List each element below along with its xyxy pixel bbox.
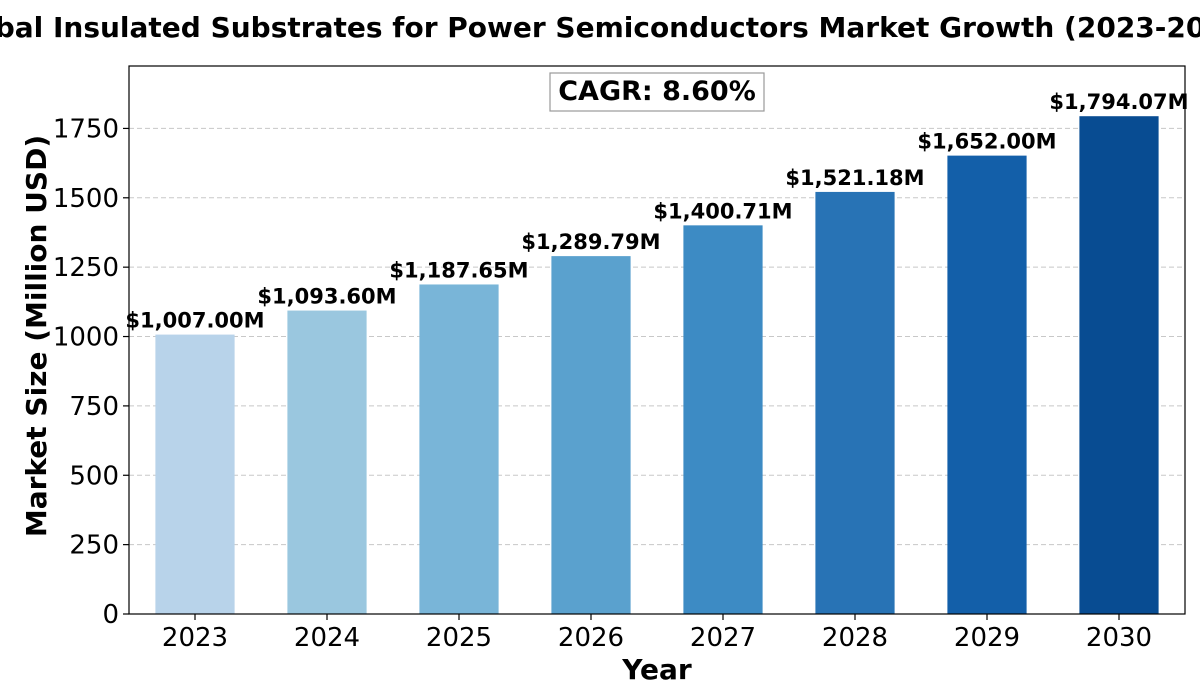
- chart-title: Global Insulated Substrates for Power Se…: [0, 11, 1200, 44]
- x-tick-label-2025: 2025: [426, 623, 492, 653]
- x-tick-label-2027: 2027: [690, 623, 756, 653]
- y-axis-label: Market Size (Million USD): [20, 135, 53, 537]
- y-tick-label: 500: [69, 461, 119, 491]
- y-axis-ticks: 0 250 500 750 1000 1250 1500 1750: [53, 114, 129, 630]
- data-labels: $1,007.00M$1,093.60M $1,187.65M $1,289.79M…: [125, 90, 1188, 332]
- y-tick-label: 0: [102, 600, 119, 630]
- x-tick-label-2030: 2030: [1086, 623, 1152, 653]
- x-axis-label: Year: [621, 653, 692, 686]
- y-tick-label: 1000: [53, 323, 119, 353]
- bar-2028: [815, 191, 895, 614]
- bars: [155, 116, 1159, 615]
- x-tick-label-2024: 2024: [294, 623, 360, 653]
- y-tick-label: 1500: [53, 184, 119, 214]
- bar-2029: [947, 155, 1027, 614]
- data-label-2024: $1,093.60M: [257, 285, 396, 309]
- y-tick-label: 1250: [53, 253, 119, 283]
- data-label-2026: $1,289.79M: [521, 230, 660, 254]
- data-label-2027: $1,400.71M: [653, 199, 792, 223]
- bar-2026: [551, 256, 631, 614]
- data-label-2028: $1,521.18M: [785, 166, 924, 190]
- bar-2024: [287, 310, 367, 614]
- y-tick-label: 750: [69, 392, 119, 422]
- y-tick-label: 250: [69, 531, 119, 561]
- cagr-box: [549, 72, 765, 112]
- data-label-2029: $1,652.00M: [917, 130, 1056, 154]
- x-axis-ticks: 2023 2024 2025 2026 2027 2028 2029 2030: [162, 614, 1152, 653]
- bar-2025: [419, 284, 499, 614]
- data-label-2030: $1,794.07M: [1049, 90, 1188, 114]
- bar-2027: [683, 225, 763, 615]
- x-tick-label-2026: 2026: [558, 623, 624, 653]
- data-label-2023: $1,007.00M: [125, 309, 264, 333]
- x-tick-label-2029: 2029: [954, 623, 1020, 653]
- data-label-2025: $1,187.65M: [389, 258, 528, 282]
- plot-frame: [128, 65, 1186, 615]
- x-tick-label-2028: 2028: [822, 623, 888, 653]
- cagr-annotation: CAGR: 8.60%: [549, 72, 765, 112]
- cagr-text: CAGR: 8.60%: [558, 76, 756, 107]
- bar-2023: [155, 334, 235, 614]
- y-tick-label: 1750: [53, 114, 119, 144]
- bar-2030: [1079, 116, 1159, 615]
- x-tick-label-2023: 2023: [162, 623, 228, 653]
